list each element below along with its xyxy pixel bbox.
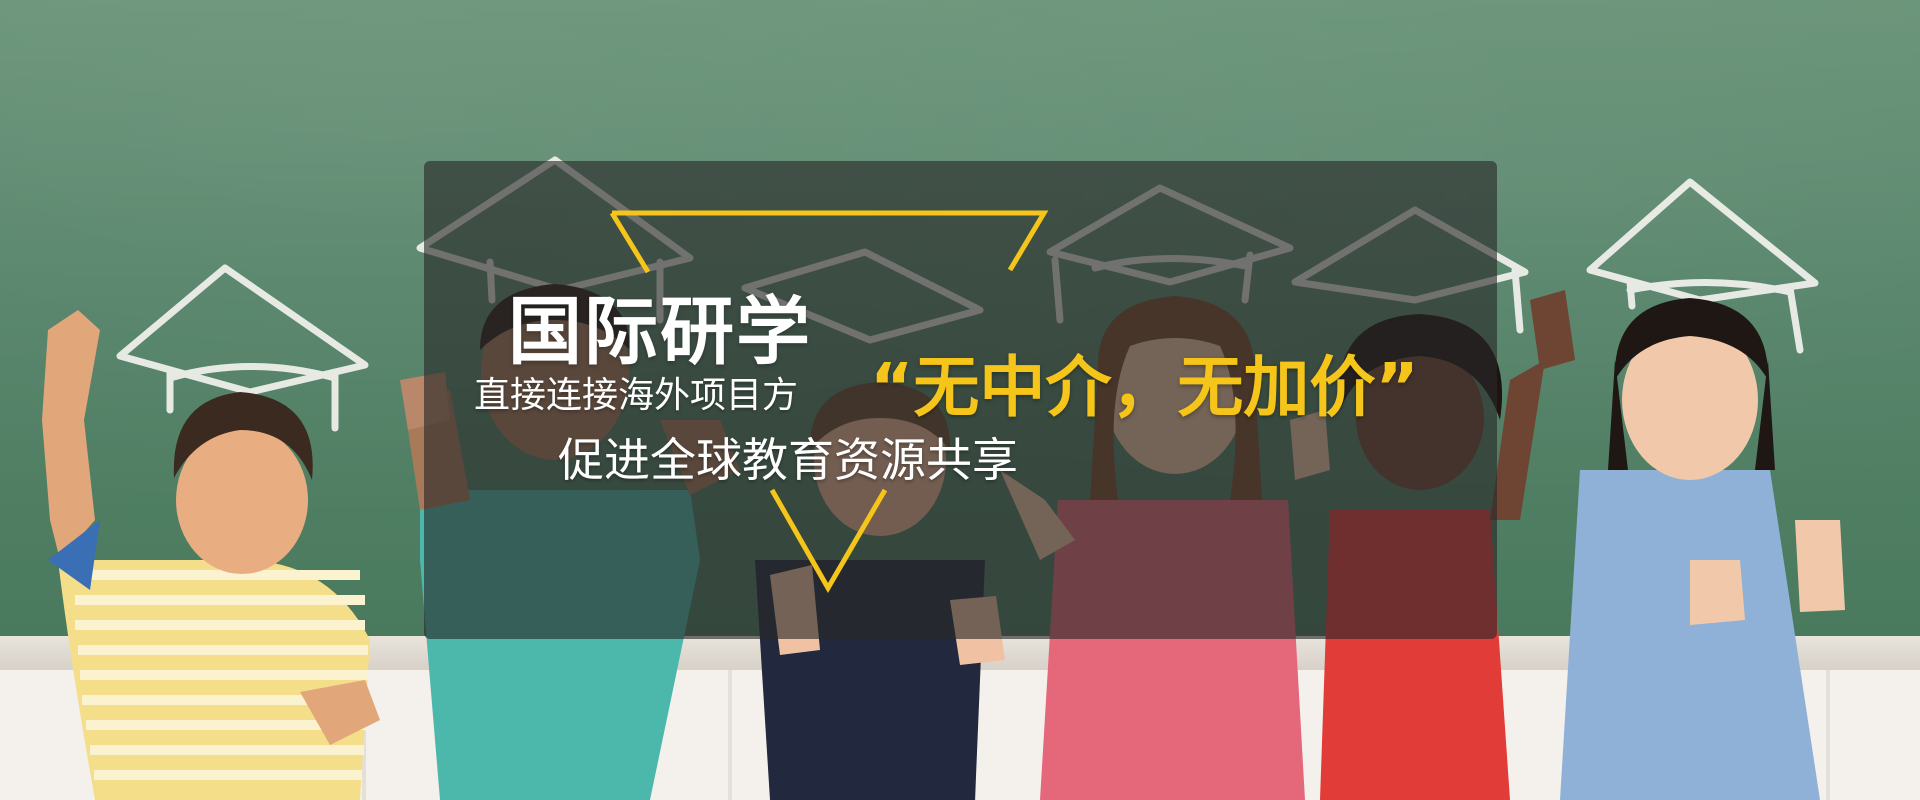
banner-subline-1: 直接连接海外项目方 bbox=[474, 375, 799, 416]
banner-slogan: “无中介，无加价” bbox=[870, 349, 1419, 426]
graduation-cap-icon bbox=[1586, 178, 1819, 354]
banner-subline-2: 促进全球教育资源共享 bbox=[558, 433, 1018, 487]
child-figure bbox=[1560, 298, 1845, 800]
banner-headline: 国际研学 bbox=[508, 289, 812, 375]
child-figure bbox=[42, 310, 380, 800]
graduation-cap-icon bbox=[116, 264, 369, 432]
